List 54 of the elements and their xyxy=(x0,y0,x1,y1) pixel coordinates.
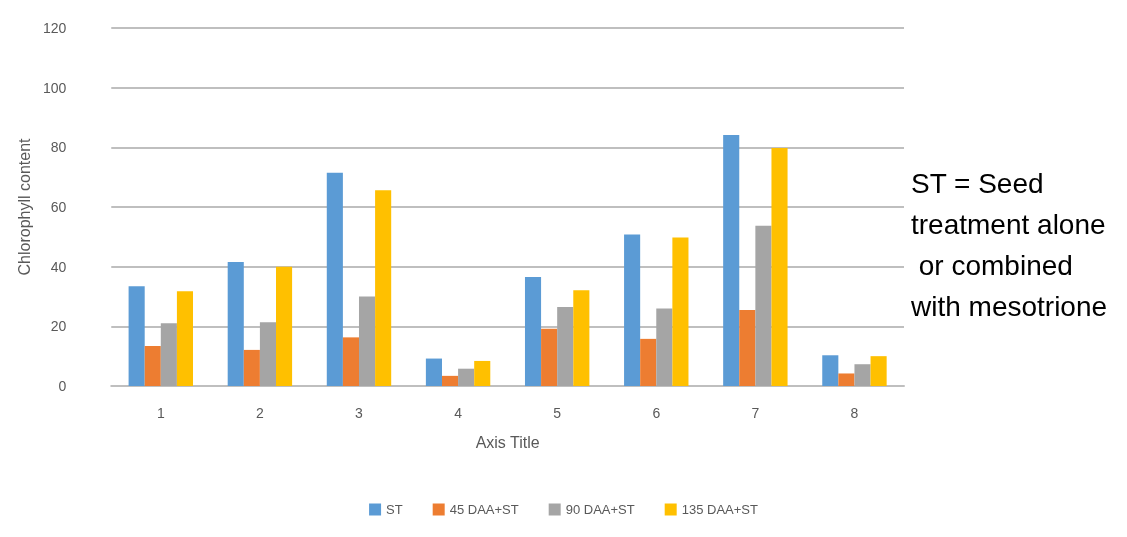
bar xyxy=(755,225,772,386)
legend-label: 45 DAA+ST xyxy=(449,502,519,517)
bar xyxy=(358,296,376,386)
bar xyxy=(557,306,574,386)
bar xyxy=(656,308,673,386)
x-tick-label: 8 xyxy=(850,405,859,421)
bar xyxy=(160,323,177,386)
bar xyxy=(474,360,491,386)
bar xyxy=(822,355,839,386)
bar xyxy=(573,290,590,386)
y-tick-label: 0 xyxy=(58,378,67,394)
legend-label: 135 DAA+ST xyxy=(681,502,758,517)
y-tick-label: 40 xyxy=(50,258,67,275)
text: ST = Seed treatment alone or combined with mesotrione xyxy=(910,168,1108,322)
x-tick-label: 6 xyxy=(652,405,661,421)
bar xyxy=(144,346,161,386)
legend-label: ST xyxy=(386,502,403,517)
bar xyxy=(624,234,641,386)
bar xyxy=(838,373,855,386)
bar xyxy=(243,349,260,386)
bar xyxy=(276,266,293,386)
bar xyxy=(176,291,194,386)
y-tick-label: 80 xyxy=(50,139,67,156)
bar xyxy=(425,358,442,386)
bar xyxy=(640,338,657,386)
bar xyxy=(227,261,244,386)
bar xyxy=(739,309,756,386)
bar xyxy=(441,375,459,386)
bar xyxy=(672,237,689,386)
legend-label: 90 DAA+ST xyxy=(565,502,635,517)
bar xyxy=(375,190,392,386)
bar xyxy=(342,337,359,386)
y-tick-label: 120 xyxy=(42,20,67,36)
x-tick-label: 1 xyxy=(156,405,165,421)
bar xyxy=(259,322,276,386)
y-tick-label: 100 xyxy=(42,79,67,96)
bar xyxy=(326,172,343,386)
x-tick-label: 5 xyxy=(553,405,562,421)
x-tick-label: 7 xyxy=(751,405,760,421)
bar xyxy=(458,368,475,386)
bar xyxy=(854,364,871,386)
y-tick-label: 20 xyxy=(50,318,67,335)
y-tick-label: 60 xyxy=(50,199,67,215)
bar xyxy=(723,135,740,386)
bar xyxy=(771,147,788,386)
bar xyxy=(541,328,558,386)
bar xyxy=(524,277,542,386)
x-tick-label: 4 xyxy=(454,405,463,421)
x-tick-label: 3 xyxy=(355,405,364,421)
x-axis-title: Axis Title xyxy=(475,433,540,451)
bar xyxy=(128,286,145,386)
bar xyxy=(870,356,887,386)
x-tick-label: 2 xyxy=(256,405,264,421)
y-axis-title: Chlorophyll content xyxy=(15,137,33,276)
